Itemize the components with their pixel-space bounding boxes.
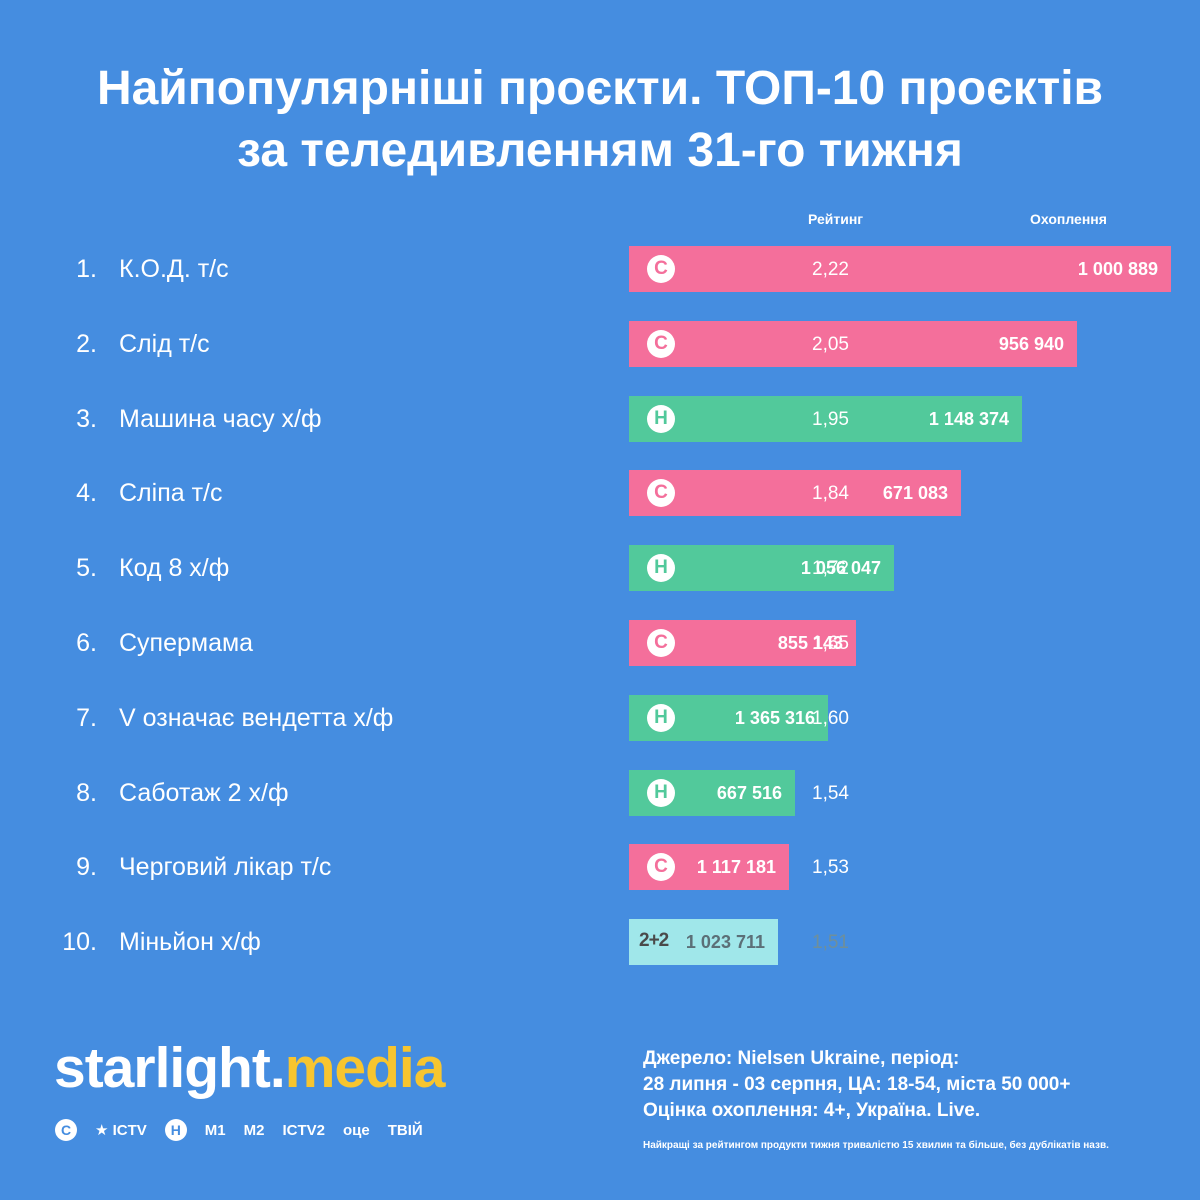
chart-bar: Н 1,95 1 148 374 xyxy=(629,396,1022,442)
novyi-icon: Н xyxy=(164,1119,187,1141)
novyi-logo-icon: Н xyxy=(647,405,675,433)
column-header-reach: Охоплення xyxy=(1030,211,1107,227)
page-title: Найпопулярніші проєкти. ТОП-10 проєктів … xyxy=(0,58,1200,182)
source-block: Джерело: Nielsen Ukraine, період: 28 лип… xyxy=(643,1046,1070,1124)
m1-icon: M1 xyxy=(204,1121,226,1139)
stb-logo-icon: С xyxy=(647,255,675,283)
rank-number: 2. xyxy=(76,329,97,358)
reach-label: 956 940 xyxy=(998,334,1064,354)
novyi-logo-icon: Н xyxy=(647,554,675,582)
list-item: 5. Код 8 х/ф xyxy=(0,545,620,591)
reach-label: 1 117 181 xyxy=(696,857,776,877)
rating-label: 2,05 xyxy=(812,334,849,355)
source-line-3: Оцінка охоплення: 4+, Україна. Live. xyxy=(643,1100,981,1121)
rating-label: 1,65 xyxy=(812,633,849,654)
brand-dot: . xyxy=(269,1036,286,1100)
chart-bar: С 2,05 956 940 xyxy=(629,321,1077,367)
chart-bar: Н 1,54 667 516 xyxy=(629,770,849,816)
novyi-logo-icon: Н xyxy=(647,704,675,732)
title-line-1: Найпопулярніші проєкти. ТОП-10 проєктів xyxy=(96,62,1104,115)
ictv-icon: ★ ICTV xyxy=(95,1122,147,1139)
m2-icon: M2 xyxy=(243,1121,265,1139)
list-item: 4. Сліпа т/с xyxy=(0,470,620,516)
footnote: Найкращі за рейтингом продукти тижня три… xyxy=(643,1140,1109,1151)
chart-bar: С 1,84 671 083 xyxy=(629,470,961,516)
reach-label: 1 000 889 xyxy=(1077,259,1158,279)
list-item: 7. V означає вендетта х/ф xyxy=(0,695,620,741)
tviy-icon: ТВІЙ xyxy=(387,1121,423,1139)
source-line-2: 28 липня - 03 серпня, ЦА: 18-54, міста 5… xyxy=(643,1074,1071,1095)
list-item: 6. Супермама xyxy=(0,620,620,666)
brand-main: starlight xyxy=(54,1036,271,1100)
rating-label: 1,84 xyxy=(812,483,849,504)
project-name: Черговий лікар т/с xyxy=(119,852,332,881)
oneplusone-logo-icon: 2+2 xyxy=(639,930,669,951)
chart-bar: С 1,53 1 117 181 xyxy=(629,844,849,890)
title-line-2: за теледивленням 31-го тижня xyxy=(237,124,963,177)
rank-number: 3. xyxy=(76,404,97,433)
stb-icon: С xyxy=(55,1119,77,1141)
brand-accent: media xyxy=(284,1036,446,1100)
rank-number: 6. xyxy=(76,628,97,657)
list-item: 3. Машина часу х/ф xyxy=(0,396,620,442)
reach-label: 667 516 xyxy=(716,783,782,803)
otse-icon: оце xyxy=(343,1121,370,1139)
chart-bar: 2+2 1,51 1 023 711 xyxy=(629,919,849,965)
list-item: 8. Саботаж 2 х/ф xyxy=(0,770,620,816)
rating-label: 1,54 xyxy=(812,783,849,804)
ictv2-icon: ICTV2 xyxy=(282,1121,325,1139)
chart-bar: С 2,22 1 000 889 xyxy=(629,246,1171,292)
stb-logo-icon: С xyxy=(647,330,675,358)
reach-label: 1 148 374 xyxy=(928,409,1009,429)
column-header-rating: Рейтинг xyxy=(808,211,864,227)
rating-label: 2,22 xyxy=(812,259,849,280)
rank-number: 10. xyxy=(62,927,97,956)
rating-label: 1,53 xyxy=(812,857,849,878)
list-item: 9. Черговий лікар т/с xyxy=(0,844,620,890)
reach-label: 855 143 xyxy=(777,633,843,653)
rank-number: 4. xyxy=(76,478,97,507)
rank-number: 9. xyxy=(76,852,97,881)
project-name: Машина часу х/ф xyxy=(119,404,322,433)
rating-label: 1,72 xyxy=(812,558,849,579)
reach-label: 671 083 xyxy=(882,483,948,503)
stb-logo-icon: С xyxy=(647,853,675,881)
novyi-logo-icon: Н xyxy=(647,779,675,807)
rating-label: 1,95 xyxy=(812,409,849,430)
starlight-media-logo: starlight.media xyxy=(54,1035,446,1101)
reach-label: 1 023 711 xyxy=(685,932,765,952)
project-name: Супермама xyxy=(119,628,254,657)
project-name: Міньйон х/ф xyxy=(119,927,261,956)
channel-logos-row: С ★ ICTV Н M1 M2 ICTV2 оце ТВІЙ xyxy=(55,1118,423,1142)
project-name: К.О.Д. т/с xyxy=(119,254,229,283)
list-item: 1. К.О.Д. т/с xyxy=(0,246,620,292)
project-name: Саботаж 2 х/ф xyxy=(119,778,289,807)
rank-number: 8. xyxy=(76,778,97,807)
rating-label: 1,51 xyxy=(812,932,849,953)
rank-number: 7. xyxy=(76,703,97,732)
chart-bar: Н 1,60 1 365 316 xyxy=(629,695,849,741)
rank-number: 5. xyxy=(76,553,97,582)
list-item: 10. Міньйон х/ф xyxy=(0,919,620,965)
stb-logo-icon: С xyxy=(647,479,675,507)
chart-bar: С 1,65 855 143 xyxy=(629,620,856,666)
source-line-1: Джерело: Nielsen Ukraine, період: xyxy=(643,1048,960,1069)
rank-number: 1. xyxy=(76,254,97,283)
chart-bar: Н 1,72 1 056 047 xyxy=(629,545,894,591)
reach-label: 1 056 047 xyxy=(800,558,881,578)
reach-label: 1 365 316 xyxy=(734,708,815,728)
project-name: V означає вендетта х/ф xyxy=(119,703,394,732)
list-item: 2. Слід т/с xyxy=(0,321,620,367)
project-name: Сліпа т/с xyxy=(119,478,223,507)
rating-label: 1,60 xyxy=(812,708,849,729)
project-name: Слід т/с xyxy=(119,329,210,358)
stb-logo-icon: С xyxy=(647,629,675,657)
project-name: Код 8 х/ф xyxy=(119,553,230,582)
